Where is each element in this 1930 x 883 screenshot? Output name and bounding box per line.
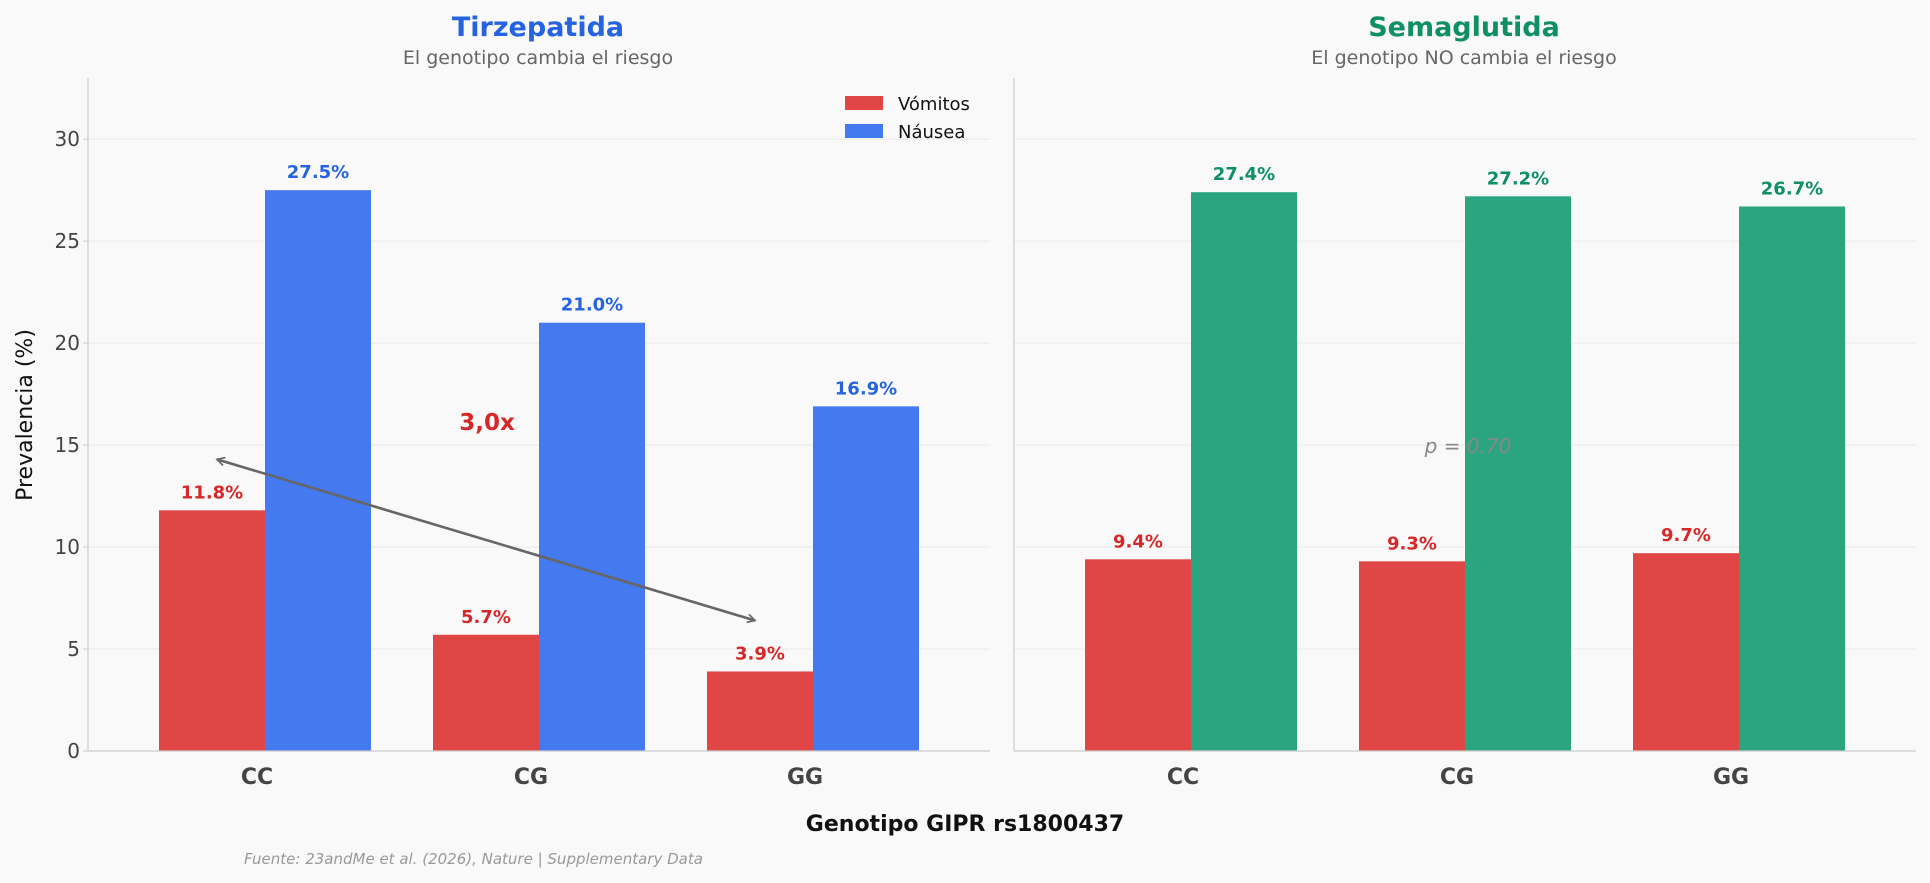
left-bar-nausea-GG [813, 406, 919, 751]
y-axis-label: Prevalencia (%) [13, 329, 38, 501]
right-label-nausea-GG: 26.7% [1761, 178, 1823, 199]
y-tick-label-30: 30 [55, 127, 80, 151]
y-tick-label-5: 5 [67, 637, 80, 661]
y-tick-label-20: 20 [55, 331, 80, 355]
legend-swatch-vomitos [845, 96, 883, 110]
right-bar-vomitos-GG [1633, 553, 1739, 751]
right-bar-nausea-GG [1739, 206, 1845, 751]
p-value-label: p = 0.70 [1424, 434, 1512, 458]
right-x-tick-CC: CC [1167, 765, 1199, 790]
right-panel-subtitle: El genotipo NO cambia el riesgo [1311, 47, 1616, 69]
left-bar-vomitos-CG [433, 634, 539, 751]
legend: Vómitos Náusea [845, 94, 970, 143]
left-bar-nausea-CC [265, 190, 371, 751]
right-label-vomitos-CC: 9.4% [1113, 531, 1163, 552]
legend-swatch-nausea [845, 124, 883, 138]
right-bar-nausea-CG [1465, 196, 1571, 751]
y-tick-label-15: 15 [55, 433, 80, 457]
right-panel-title: Semaglutida [1368, 12, 1560, 43]
left-label-nausea-CG: 21.0% [561, 295, 623, 316]
left-x-tick-CG: CG [514, 765, 548, 790]
ratio-label: 3,0x [459, 410, 515, 436]
right-bar-nausea-CC [1191, 192, 1297, 751]
y-tick-label-0: 0 [67, 739, 80, 763]
right-label-vomitos-GG: 9.7% [1661, 525, 1711, 546]
left-panel-subtitle: El genotipo cambia el riesgo [403, 47, 673, 69]
right-x-tick-CG: CG [1440, 765, 1474, 790]
right-x-tick-GG: GG [1713, 765, 1749, 790]
legend-label-nausea: Náusea [898, 122, 965, 143]
left-bar-vomitos-CC [159, 510, 265, 751]
y-tick-label-10: 10 [55, 535, 80, 559]
right-bar-vomitos-CG [1359, 561, 1465, 751]
left-label-vomitos-CC: 11.8% [181, 482, 243, 503]
x-axis-label: Genotipo GIPR rs1800437 [806, 812, 1124, 837]
left-bar-nausea-CG [539, 322, 645, 751]
left-label-vomitos-CG: 5.7% [461, 607, 511, 628]
source-note: Fuente: 23andMe et al. (2026), Nature | … [244, 850, 703, 868]
left-x-tick-GG: GG [787, 765, 823, 790]
left-label-nausea-CC: 27.5% [287, 162, 349, 183]
y-tick-label-25: 25 [55, 229, 80, 253]
ratio-arrow [217, 459, 755, 620]
left-x-tick-CC: CC [241, 765, 273, 790]
left-bar-vomitos-GG [707, 671, 813, 751]
right-label-nausea-CG: 27.2% [1487, 168, 1549, 189]
legend-label-vomitos: Vómitos [898, 94, 970, 115]
right-label-nausea-CC: 27.4% [1213, 164, 1275, 185]
left-label-vomitos-GG: 3.9% [735, 643, 785, 664]
left-panel-title: Tirzepatida [452, 12, 624, 43]
left-label-nausea-GG: 16.9% [835, 378, 897, 399]
right-bar-vomitos-CC [1085, 559, 1191, 751]
right-label-vomitos-CG: 9.3% [1387, 533, 1437, 554]
